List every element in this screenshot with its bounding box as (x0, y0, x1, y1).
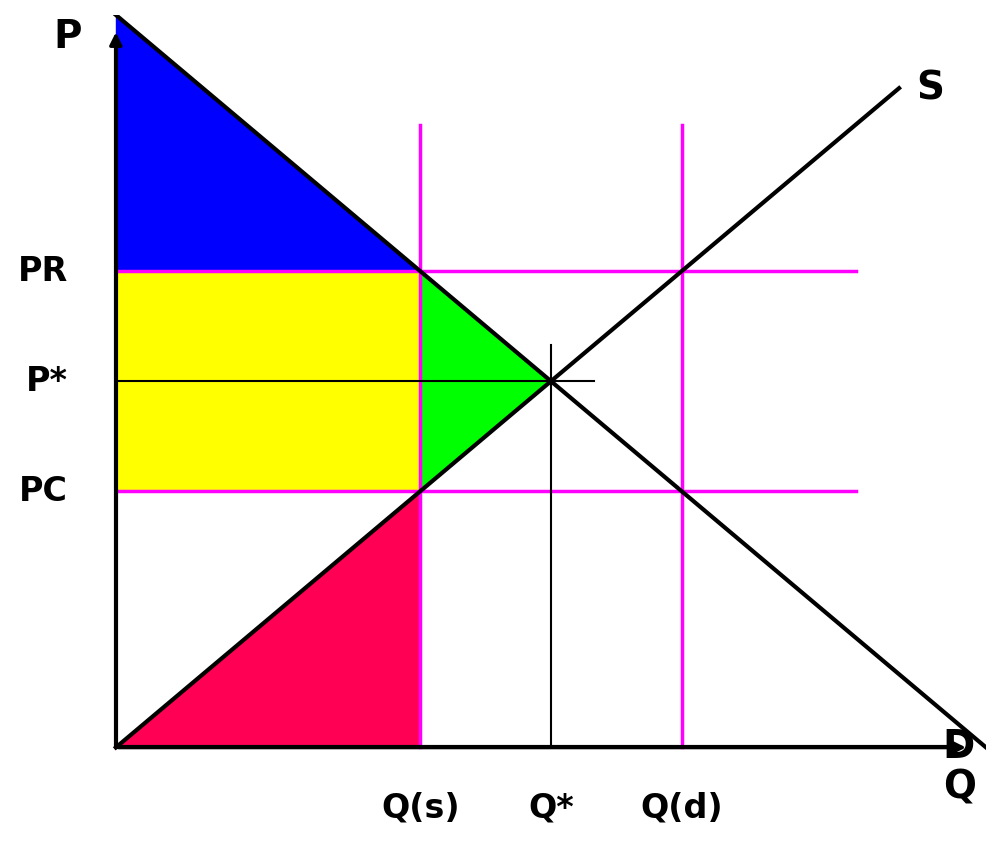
Polygon shape (116, 272, 420, 491)
Polygon shape (116, 15, 420, 272)
Text: P: P (54, 18, 82, 56)
Text: Q: Q (944, 769, 977, 807)
Polygon shape (116, 491, 420, 748)
Text: D: D (943, 728, 975, 766)
Text: PC: PC (19, 474, 68, 508)
Text: PR: PR (18, 255, 68, 288)
Text: Q(d): Q(d) (640, 791, 723, 824)
Polygon shape (420, 272, 551, 491)
Text: Q*: Q* (528, 791, 574, 824)
Text: S: S (916, 69, 944, 107)
Text: P*: P* (26, 365, 68, 398)
Text: Q(s): Q(s) (381, 791, 460, 824)
